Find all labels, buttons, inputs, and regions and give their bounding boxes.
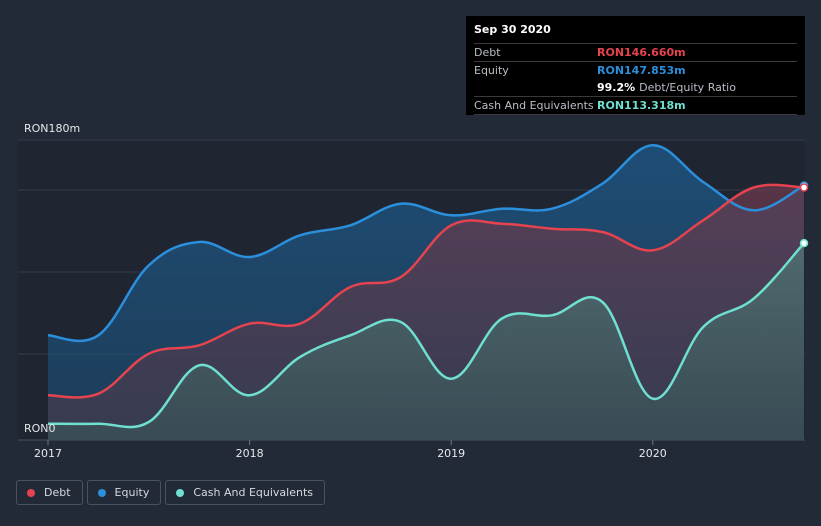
cash-area (48, 243, 804, 440)
y-axis-top-label: RON180m (24, 122, 81, 135)
equity-dot-icon (97, 488, 106, 497)
x-tick-label-2019: 2019 (437, 447, 466, 460)
tooltip-cash-label: Cash And Equivalents (474, 99, 594, 112)
x-tick-label-2018: 2018 (235, 447, 264, 460)
tooltip-row-ratio: 99.2% Debt/Equity Ratio (474, 79, 797, 97)
tooltip-row-equity: Equity RON147.853m (474, 62, 797, 79)
legend-item-cash[interactable]: Cash And Equivalents (165, 480, 325, 505)
tooltip-debt-label: Debt (474, 46, 501, 59)
legend-equity-label: Equity (114, 486, 150, 499)
debt-end-marker (799, 183, 809, 192)
tooltip-ratio-value: 99.2% (597, 81, 636, 94)
tooltip-equity-label: Equity (474, 64, 509, 77)
series-areas (48, 145, 804, 440)
legend-debt-label: Debt (44, 486, 71, 499)
tooltip-row-cash: Cash And Equivalents RON113.318m (474, 97, 797, 115)
cash-dot-icon (176, 488, 185, 497)
tooltip-ratio-label: Debt/Equity Ratio (639, 81, 736, 94)
cash-end-marker (799, 238, 809, 248)
tooltip-panel: Sep 30 2020 Debt RON146.660m Equity RON1… (466, 16, 805, 115)
tooltip-equity-value: RON147.853m (597, 64, 686, 77)
debt-line (47, 183, 805, 399)
tooltip-date: Sep 30 2020 (474, 23, 797, 44)
tooltip-row-debt: Debt RON146.660m (474, 44, 797, 62)
x-tick-label-2020: 2020 (638, 447, 667, 460)
end-markers (799, 181, 809, 248)
x-tick-label-2017: 2017 (34, 447, 62, 460)
legend-cash-label: Cash And Equivalents (193, 486, 313, 499)
cash-line (47, 242, 805, 429)
legend-item-debt[interactable]: Debt (16, 480, 83, 505)
debt-dot-icon (27, 488, 35, 497)
y-axis-bottom-label: RON0 (24, 422, 56, 435)
legend-item-equity[interactable]: Equity (86, 480, 162, 505)
equity-line (47, 144, 805, 343)
x-ticks (47, 440, 654, 445)
tooltip-debt-value: RON146.660m (597, 46, 686, 59)
tooltip-cash-value: RON113.318m (597, 99, 686, 112)
series-lines (47, 144, 805, 429)
legend: Debt Equity Cash And Equivalents (16, 480, 325, 505)
